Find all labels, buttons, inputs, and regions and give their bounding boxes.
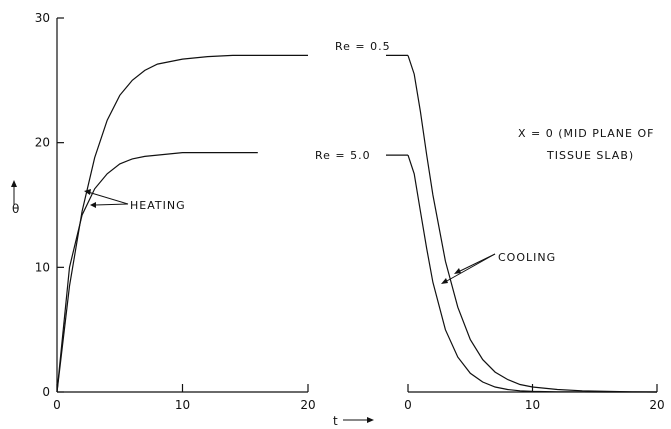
curves (56, 54, 658, 393)
label-cooling: COOLING (498, 251, 556, 264)
y-axis-label: θ (12, 202, 19, 216)
y-tick-label: 0 (42, 385, 50, 399)
heating-arrows (84, 189, 129, 208)
x-tick-label: 0 (404, 398, 412, 412)
x-tick-label: 10 (525, 398, 540, 412)
x-axis-label: t (333, 414, 338, 428)
y-axis-arrowhead (11, 180, 17, 187)
series-line-cooling-0 (407, 55, 658, 393)
series-line-cooling-1 (407, 154, 657, 393)
tick-labels: 0 10 20 30 0 10 20 0 10 20 (35, 11, 665, 412)
label-re-low: Re = 5.0 (315, 149, 371, 162)
y-tick-label: 20 (35, 136, 50, 150)
y-tick-label: 10 (35, 260, 50, 274)
x-tick-label: 0 (53, 398, 61, 412)
label-position-line1: X = 0 (MID PLANE OF (518, 127, 654, 140)
label-heating: HEATING (130, 199, 186, 212)
x-axis-arrowhead (367, 417, 374, 423)
cooling-arrows (441, 253, 496, 284)
series-line-heating-0 (56, 54, 308, 393)
x-tick-label: 10 (175, 398, 190, 412)
label-re-high: Re = 0.5 (335, 40, 391, 53)
x-tick-label: 20 (649, 398, 664, 412)
y-tick-label: 30 (35, 11, 50, 25)
label-position-line2: TISSUE SLAB) (546, 149, 634, 162)
series-line-heating-1 (56, 152, 258, 393)
x-tick-label: 20 (300, 398, 315, 412)
